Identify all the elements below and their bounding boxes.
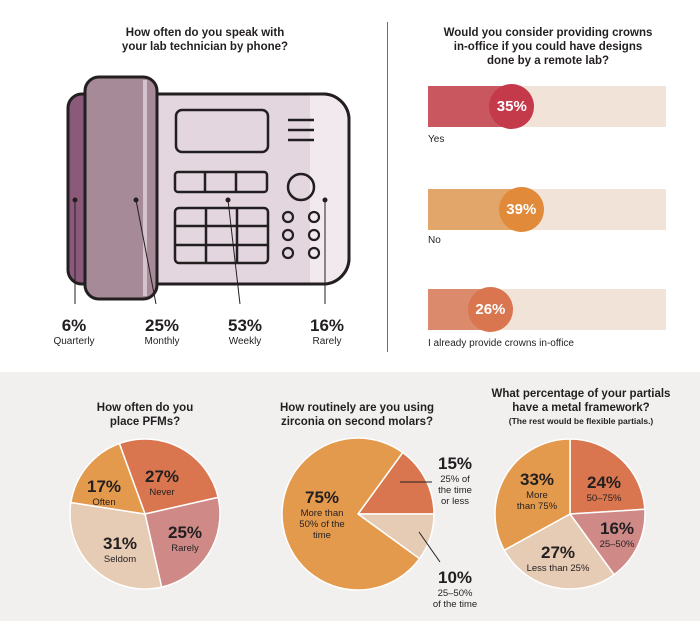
pfm-slice-seldom [69,501,163,590]
zirconia-25-or-less-pct-label: 15% [438,454,472,473]
pfm-never-pct-label: 27% [145,467,179,486]
zirconia-25-50-category-label: 25–50% [438,588,473,599]
bar-value-badge-already: 26% [467,287,513,332]
phone-stat-label: Weekly [228,336,262,347]
partials-chart-subtitle: (The rest would be flexible partials.) [508,416,654,426]
rarely-marker [322,197,328,203]
zirconia-slice-more-than-50-of-the-time [281,437,421,591]
partials-less-than-25-pct-label: 27% [541,543,575,562]
leader-lines [74,199,326,304]
phone-stat-pct: 16% [309,316,345,335]
zirconia-25-or-less-category-label: or less [441,496,469,507]
phone-screen [174,108,270,154]
pfm-never-category-label: Never [149,487,174,498]
zirconia-25-50-category-label: of the time [433,599,477,610]
zirconia-more-than-50-category-label: time [313,530,331,541]
zirconia-more-than-50-category-label: More than [301,508,344,519]
zirconia-25-or-less-category-label: the time [438,485,472,496]
partials-slice-25-50- [568,508,646,576]
crowns-chart-title-line1: Would you consider providing crowns [443,27,653,39]
bar-label-no: No [428,235,441,246]
pfm-often-pct-label: 17% [87,477,121,496]
phone-stat-label: Monthly [144,336,180,347]
bar-value-badge-no: 39% [498,187,544,232]
zirconia-more-than-50-category-label: 50% of the [299,519,344,530]
quarterly-marker [72,197,78,203]
bar-label-yes: Yes [428,134,445,145]
pfm-slice-rarely [144,496,221,589]
bar-value-badge-yes: 35% [489,84,535,129]
partials-50-75-pct-label: 24% [587,473,621,492]
zirconia-chart-title: How routinely are you using zirconia on … [262,401,452,429]
partials-more-than-75-category-label: More [526,490,548,501]
partials-less-than-25-category-label: Less than 25% [527,563,590,574]
speaker-grille-icon [288,118,314,142]
phone-stat-weekly: 53% Weekly [210,316,280,348]
function-keys [173,170,269,194]
pfm-pie: 27%Never 25%Rarely 31%Seldom 17%Often [69,438,221,590]
partials-slice-50-75- [569,438,646,515]
partials-25-50-category-label: 25–50% [600,539,635,550]
partials-25-50-pct-label: 16% [600,519,634,538]
pfm-rarely-category-label: Rarely [171,543,199,554]
phone-stat-pct: 53% [227,316,263,335]
dial-button-icon [286,172,316,202]
phone-stat-label: Quarterly [53,336,95,347]
pfm-slice-often [70,442,147,515]
pfm-slice-never [118,438,220,515]
zirconia-more-than-50-pct-label: 75% [305,488,339,507]
zirconia-chart-title-line2: zirconia on second molars? [280,416,434,428]
pfm-seldom-pct-label: 31% [103,534,137,553]
bar-track-already: 26% [428,287,666,332]
partials-slice-more-than-75- [494,438,571,552]
pfm-often-category-label: Often [92,497,115,508]
pfm-seldom-category-label: Seldom [104,554,136,565]
phone-chart-title: How often do you speak with your lab tec… [95,26,315,54]
bar-track-no: 39% [428,187,666,232]
pfm-rarely-pct-label: 25% [168,523,202,542]
bar-track-yes: 35% [428,84,666,129]
keypad [173,206,270,265]
section-divider [387,22,388,352]
pfm-chart-title-line1: How often do you [96,402,194,414]
phone-chart-title-line2: your lab technician by phone? [121,41,289,53]
zirconia-slice-25-of-the-time-or-less [356,451,435,515]
partials-more-than-75-category-label: than 75% [517,501,558,512]
zirconia-leader-line [418,531,441,563]
zirconia-25-50-pct-label: 10% [438,568,472,587]
partials-slice-less-than-25- [503,513,616,590]
phone-stat-rarely: 16% Rarely [292,316,362,348]
phone-chart-title-line1: How often do you speak with [125,27,285,39]
pfm-chart-title-line2: place PFMs? [109,416,181,428]
partials-chart-title: What percentage of your partials have a … [470,387,692,415]
speed-dial-buttons [281,210,321,260]
partials-more-than-75-pct-label: 33% [520,470,554,489]
phone-body-weekly-segment [310,94,349,284]
monthly-marker [133,197,139,203]
phone-stat-label: Rarely [312,336,342,347]
partials-chart-title-line1: What percentage of your partials [491,388,671,400]
handset [83,75,159,301]
partials-chart-title-line2: have a metal framework? [512,402,650,414]
pfm-chart-title: How often do you place PFMs? [60,401,230,429]
crowns-chart-title-line2: in-office if you could have designs [453,41,643,53]
zirconia-25-or-less-category-label: 25% of [440,474,470,485]
weekly-marker [225,197,231,203]
partials-pie: 24%50–75% 16%25–50% 27%Less than 25% 33%Mor… [494,438,646,590]
bar-label-already: I already provide crowns in-office [428,338,574,349]
crowns-chart-title-line3: done by a remote lab? [486,55,610,67]
phone-stat-quarterly: 6% Quarterly [39,316,109,348]
phone-stat-pct: 25% [144,316,180,335]
phone-stat-pct: 6% [61,316,87,335]
telephone-illustration [66,75,351,304]
crowns-chart-title: Would you consider providing crowns in-o… [420,26,676,68]
phone-stat-monthly: 25% Monthly [127,316,197,348]
partials-50-75-category-label: 50–75% [587,493,622,504]
zirconia-chart-title-line1: How routinely are you using [280,402,434,414]
